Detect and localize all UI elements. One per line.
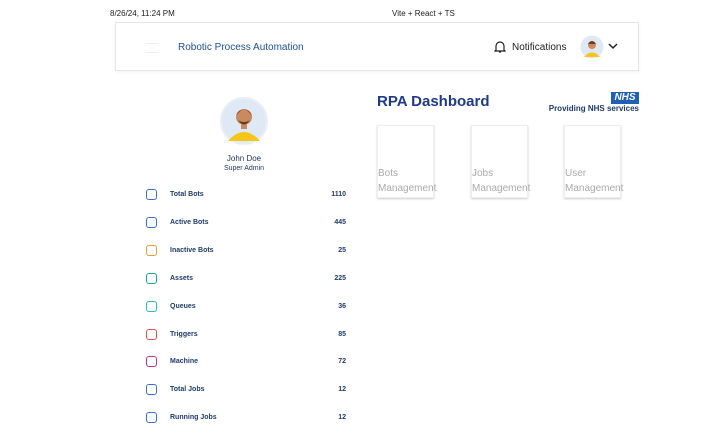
stat-row[interactable]: Inactive Bots 25 <box>140 242 348 262</box>
stat-row[interactable]: Active Bots 445 <box>140 214 348 234</box>
stat-icon <box>146 356 157 368</box>
stat-icon <box>146 272 157 284</box>
stat-label: Running Jobs <box>170 414 217 422</box>
nhs-logo: NHS <box>611 92 639 104</box>
card-label: Jobs Management <box>472 168 531 194</box>
app-title[interactable]: Robotic Process Automation <box>178 42 304 53</box>
header: Robotic Process Automation Notifications <box>115 22 639 71</box>
stat-label: Active Bots <box>170 218 209 226</box>
stat-value: 445 <box>334 218 346 226</box>
stat-label: Total Bots <box>170 191 204 198</box>
stat-value: 72 <box>338 358 346 366</box>
stat-row[interactable]: Queues 36 <box>140 298 348 318</box>
stat-row[interactable]: Total Jobs 12 <box>140 381 348 401</box>
dashboard-card[interactable]: Jobs Management <box>471 125 530 198</box>
stat-icon <box>146 300 157 312</box>
stat-row[interactable]: Total Bots 1110 <box>140 186 348 206</box>
stat-label: Assets <box>170 274 193 282</box>
profile-avatar <box>220 97 268 145</box>
stat-row[interactable]: Triggers 85 <box>140 326 348 346</box>
bell-icon[interactable] <box>494 40 506 54</box>
stat-value: 36 <box>338 302 346 310</box>
stat-label: Machine <box>170 358 199 366</box>
stat-value: 25 <box>338 246 346 254</box>
stat-icon <box>146 216 157 228</box>
stat-value: 1110 <box>331 191 346 198</box>
stat-value: 85 <box>338 330 346 338</box>
timestamp: 8/26/24, 11:24 PM <box>110 9 175 18</box>
dashboard-card[interactable]: Bots Management <box>377 125 436 198</box>
stat-icon <box>146 384 157 396</box>
dropdown-arrow[interactable] <box>608 42 618 50</box>
tab-title: Vite + React + TS <box>392 9 455 18</box>
stat-label: Total Jobs <box>170 386 205 394</box>
dashboard-card[interactable]: User Management <box>564 125 623 198</box>
stat-value: 12 <box>338 414 346 422</box>
stat-row[interactable]: Assets 225 <box>140 270 348 290</box>
profile-name: John Doe <box>226 154 262 163</box>
stat-label: Triggers <box>170 330 198 338</box>
menu-icon[interactable] <box>146 43 158 53</box>
header-avatar[interactable] <box>580 35 604 59</box>
stat-label: Queues <box>170 302 196 310</box>
stat-row[interactable]: Running Jobs 12 <box>140 409 348 429</box>
dashboard-title: RPA Dashboard <box>377 93 490 110</box>
profile-role: Super Admin <box>223 165 265 172</box>
card-label: Bots Management <box>378 168 437 194</box>
stat-icon <box>146 244 157 256</box>
stat-icon <box>146 412 157 424</box>
stat-value: 12 <box>338 386 346 394</box>
nhs-tagline: Providing NHS services <box>548 104 639 113</box>
stat-label: Inactive Bots <box>170 246 214 254</box>
card-label: User Management <box>565 168 624 194</box>
stat-icon <box>146 328 157 340</box>
stat-row[interactable]: Machine 72 <box>140 353 348 373</box>
notifications[interactable]: Notifications <box>512 42 567 53</box>
stat-icon <box>146 189 157 200</box>
stat-value: 225 <box>334 274 346 282</box>
